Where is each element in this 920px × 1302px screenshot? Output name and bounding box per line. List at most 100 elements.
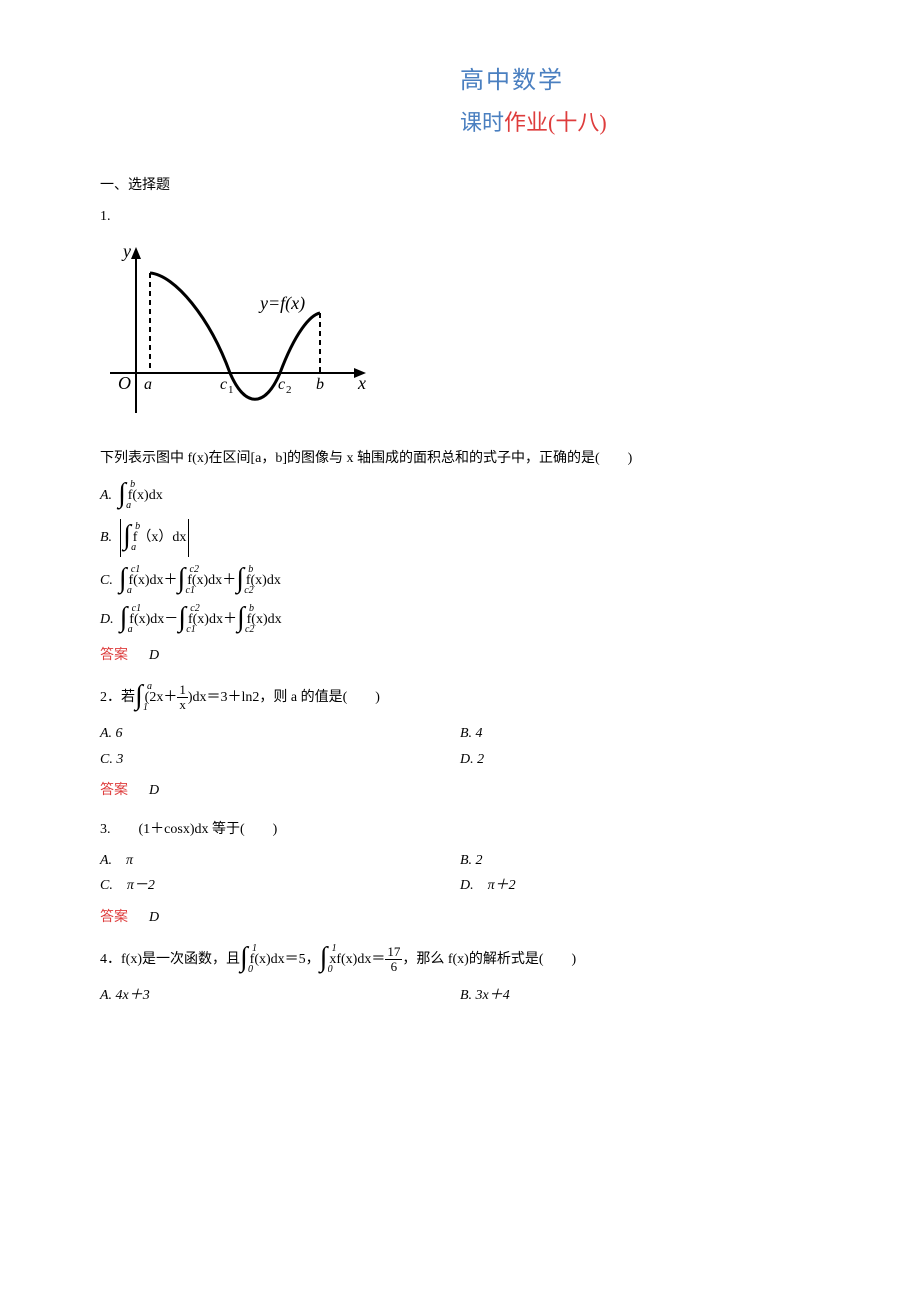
q4-frac: 17 6 [385, 945, 402, 975]
q1-option-b: B. b ∫ a f（x）dx [100, 519, 820, 557]
q1-option-c: C. c1 ∫ a f(x)dx ＋ c2 ∫ c1 f(x)dx ＋ b ∫ … [100, 565, 820, 596]
q3-answer-row: 答案 D [100, 905, 820, 930]
integral-icon: 1 ∫ 0 [320, 944, 328, 975]
header-title-b: 作业(十八) [504, 110, 607, 135]
q2-frac: 1 x [177, 683, 188, 713]
int-upper: c1 [132, 600, 141, 618]
q2-answer-row: 答案 D [100, 778, 820, 803]
integral-icon: c2 ∫ c1 [178, 565, 186, 596]
q4-prefix: 4．f(x)是一次函数，且 [100, 947, 240, 972]
integral-icon: a ∫ 1 [135, 682, 143, 713]
c1-label: c [220, 376, 227, 393]
q2-prefix: 2．若 [100, 685, 135, 710]
int-upper: b [248, 561, 253, 579]
int-lower: 0 [328, 961, 333, 979]
int-upper: c2 [190, 561, 199, 579]
q1-prompt: 下列表示图中 f(x)在区间[a，b]的图像与 x 轴围成的面积总和的式子中，正… [100, 446, 820, 471]
q1-number: 1. [100, 204, 820, 229]
q2-answer: D [149, 783, 159, 798]
b-label: b [316, 376, 324, 393]
q3-optB: B. 2 [460, 848, 820, 873]
section-heading: 一、选择题 [100, 173, 820, 198]
q1-answer-row: 答案 D [100, 643, 820, 668]
header-subject: 高中数学 [460, 60, 820, 103]
q1-optD-label: D. [100, 607, 114, 632]
integral-icon: b ∫ c2 [236, 565, 244, 596]
axis-x-label: x [357, 373, 366, 393]
q4-suffix: ，那么 f(x)的解析式是( ) [402, 947, 576, 972]
header-title: 课时作业(十八) [460, 103, 820, 143]
q1-optA-label: A. [100, 483, 112, 508]
c2-sub: 2 [286, 384, 292, 396]
q2-frac-num: 1 [177, 683, 188, 698]
q2-options-row2: C. 3 D. 2 [100, 747, 820, 772]
int-lower: 0 [248, 961, 253, 979]
q4-optB: B. 3x＋4 [460, 983, 820, 1008]
integral-icon: b ∫ a [123, 522, 131, 553]
integral-icon: c1 ∫ a [119, 565, 127, 596]
q4-frac-num: 17 [385, 945, 402, 960]
q1-answer: D [149, 648, 159, 663]
q1-optB-body: f（x）dx [133, 525, 187, 550]
q3-optC: C. π－2 [100, 873, 460, 898]
q2-line: 2．若 a ∫ 1 (2x＋ 1 x )dx＝3＋ln2，则 a 的值是( ) [100, 682, 820, 713]
q1-optB-label: B. [100, 525, 112, 550]
c1-sub: 1 [228, 384, 234, 396]
q1-optC-label: C. [100, 568, 113, 593]
q4-line: 4．f(x)是一次函数，且 1 ∫ 0 f(x)dx＝5， 1 ∫ 0 xf(x… [100, 944, 820, 975]
q3-line: 3. (1＋cosx)dx 等于( ) [100, 817, 820, 842]
int-lower: a [128, 621, 133, 639]
q1-graph: y x O a b c 1 c 2 y=f(x) [100, 243, 380, 423]
q1-optC-sep1: ＋ [164, 568, 178, 593]
int-upper: c1 [131, 561, 140, 579]
q4-body1: f(x)dx＝5， [250, 947, 320, 972]
int-lower: a [131, 539, 136, 557]
c2-label: c [278, 376, 285, 393]
int-upper: b [249, 600, 254, 618]
int-lower: a [127, 582, 132, 600]
fx-label: y=f(x) [258, 293, 305, 314]
q1-option-a: A. b ∫ a f(x)dx [100, 480, 820, 511]
q2-optC: C. 3 [100, 747, 460, 772]
q4-frac-den: 6 [385, 960, 402, 974]
int-lower: c1 [186, 582, 195, 600]
page-header: 高中数学 课时作业(十八) [460, 60, 820, 143]
integral-icon: b ∫ a [118, 480, 126, 511]
integral-icon: 1 ∫ 0 [240, 944, 248, 975]
abs-bar-left [120, 519, 121, 557]
q1-optC-sep2: ＋ [222, 568, 236, 593]
q3-optA: A. π [100, 848, 460, 873]
int-lower: c2 [245, 621, 254, 639]
int-lower: c2 [244, 582, 253, 600]
header-title-a: 课时 [460, 110, 504, 135]
int-lower: 1 [143, 699, 148, 717]
integral-icon: c1 ∫ a [120, 604, 128, 635]
integral-icon: b ∫ c2 [237, 604, 245, 635]
q3-answer: D [149, 910, 159, 925]
axis-y-label: y [121, 243, 131, 261]
q2-answer-label: 答案 [100, 783, 128, 798]
int-upper: 1 [332, 940, 337, 958]
int-upper: a [147, 678, 152, 696]
int-upper: b [135, 518, 140, 536]
q2-inner-close: )dx＝3＋ln2，则 a 的值是( ) [188, 685, 380, 710]
q4-options-row1: A. 4x＋3 B. 3x＋4 [100, 983, 820, 1008]
q3-options-row1: A. π B. 2 [100, 848, 820, 873]
int-lower: a [126, 497, 131, 515]
q2-optD: D. 2 [460, 747, 820, 772]
origin-label: O [118, 373, 131, 393]
q1-answer-label: 答案 [100, 648, 128, 663]
q2-options-row1: A. 6 B. 4 [100, 721, 820, 746]
a-label: a [144, 376, 152, 393]
q2-frac-den: x [177, 698, 188, 712]
integral-icon: c2 ∫ c1 [178, 604, 186, 635]
q1-optD-sep2: ＋ [223, 607, 237, 632]
q1-optD-sep1: － [164, 607, 178, 632]
q1-option-d: D. c1 ∫ a f(x)dx － c2 ∫ c1 f(x)dx ＋ b ∫ … [100, 604, 820, 635]
q2-optB: B. 4 [460, 721, 820, 746]
int-lower: c1 [186, 621, 195, 639]
q3-answer-label: 答案 [100, 910, 128, 925]
int-upper: b [130, 476, 135, 494]
q3-optD: D. π＋2 [460, 873, 820, 898]
int-upper: c2 [190, 600, 199, 618]
